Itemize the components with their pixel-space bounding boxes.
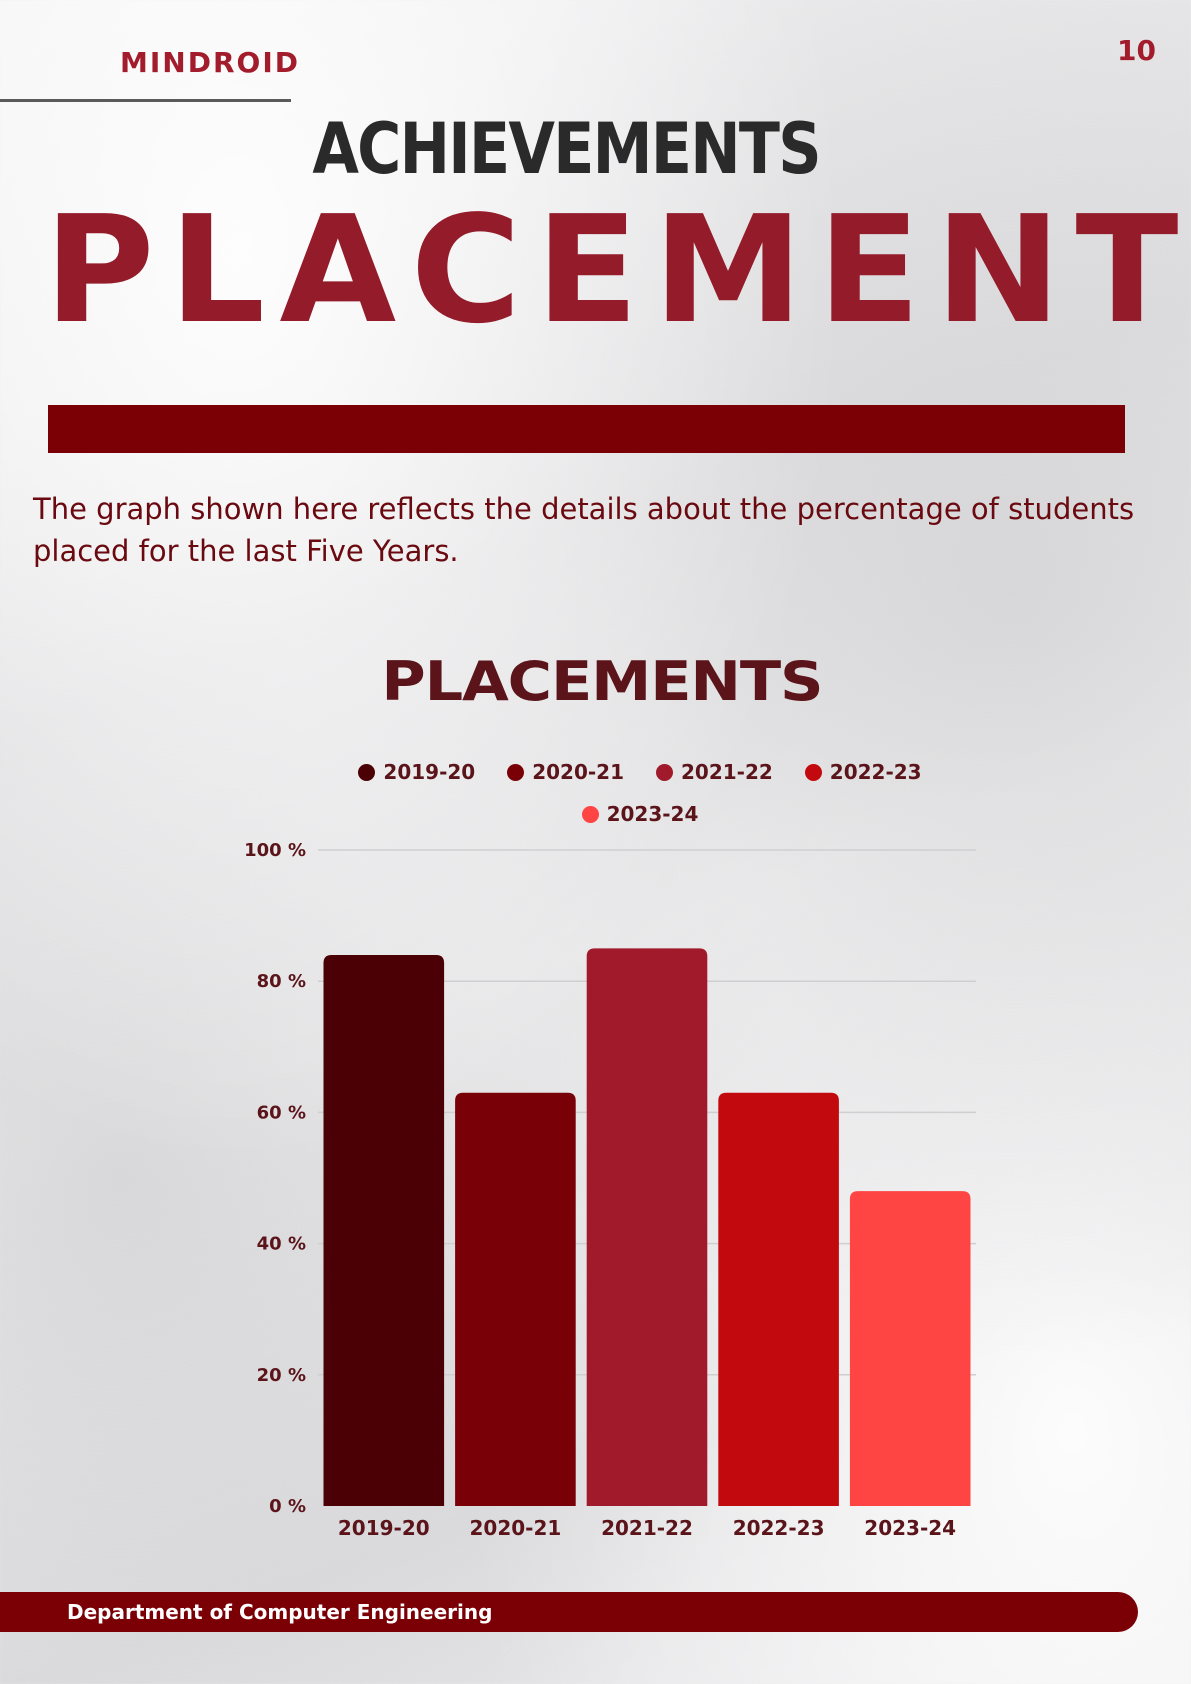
legend-item: 2022-23 <box>804 760 922 784</box>
placements-bar-chart: 0 % 20 % 40 % 60 % 80 % 100 % 2019-20 2020-21 20… <box>244 840 976 1540</box>
legend-label: 2021-22 <box>681 760 773 784</box>
y-tick-label: 80 % <box>257 971 306 992</box>
legend-item: 2021-22 <box>656 760 773 784</box>
y-tick-label: 100 % <box>244 840 306 861</box>
legend-item: 2019-20 <box>358 760 475 784</box>
legend-item: 2023-24 <box>581 802 699 826</box>
x-tick-label: 2021-22 <box>601 1516 693 1540</box>
x-tick-label: 2019-20 <box>338 1516 430 1540</box>
bar-2020-21 <box>455 1092 576 1506</box>
brand-logo-text: MINDROID <box>120 46 300 79</box>
page-number: 10 <box>1117 34 1156 67</box>
intro-paragraph: The graph shown here reflects the detail… <box>33 492 1135 568</box>
legend-item: 2020-21 <box>507 760 624 784</box>
bar-2023-24 <box>849 1191 971 1506</box>
y-tick-label: 60 % <box>257 1102 306 1123</box>
y-tick-label: 0 % <box>269 1496 306 1517</box>
legend-marker <box>507 763 525 781</box>
section-heading-wrap: ACHIEVEMENTS <box>0 108 1191 190</box>
legend-marker <box>804 763 822 781</box>
brand-underline <box>0 99 291 102</box>
x-tick-label: 2020-21 <box>470 1516 562 1540</box>
legend-marker <box>358 763 376 781</box>
legend-label: 2019-20 <box>383 760 476 784</box>
page-title: PLACEMENT <box>44 184 1191 356</box>
bar-2022-23 <box>718 1092 839 1506</box>
footer-band <box>0 1592 1138 1632</box>
chart-title: PLACEMENTS <box>380 650 823 713</box>
footer-department: Department of Computer Engineering <box>67 1600 493 1624</box>
title-divider-band <box>48 405 1125 453</box>
legend-marker <box>656 763 673 781</box>
chart-legend: 2019-20 2020-21 2021-22 2022-23 2023-24 <box>310 760 970 826</box>
legend-label: 2020-21 <box>532 760 624 784</box>
x-tick-label: 2022-23 <box>733 1516 825 1540</box>
y-tick-label: 20 % <box>257 1365 306 1386</box>
legend-label: 2023-24 <box>606 802 699 826</box>
chart-title-wrap: PLACEMENTS <box>0 650 1191 713</box>
legend-marker <box>581 805 599 823</box>
bar-2021-22 <box>586 948 708 1506</box>
x-tick-label: 2023-24 <box>864 1516 956 1540</box>
section-heading: ACHIEVEMENTS <box>312 108 821 190</box>
legend-label: 2022-23 <box>829 760 922 784</box>
bar-2019-20 <box>323 954 445 1506</box>
y-tick-label: 40 % <box>257 1234 306 1255</box>
